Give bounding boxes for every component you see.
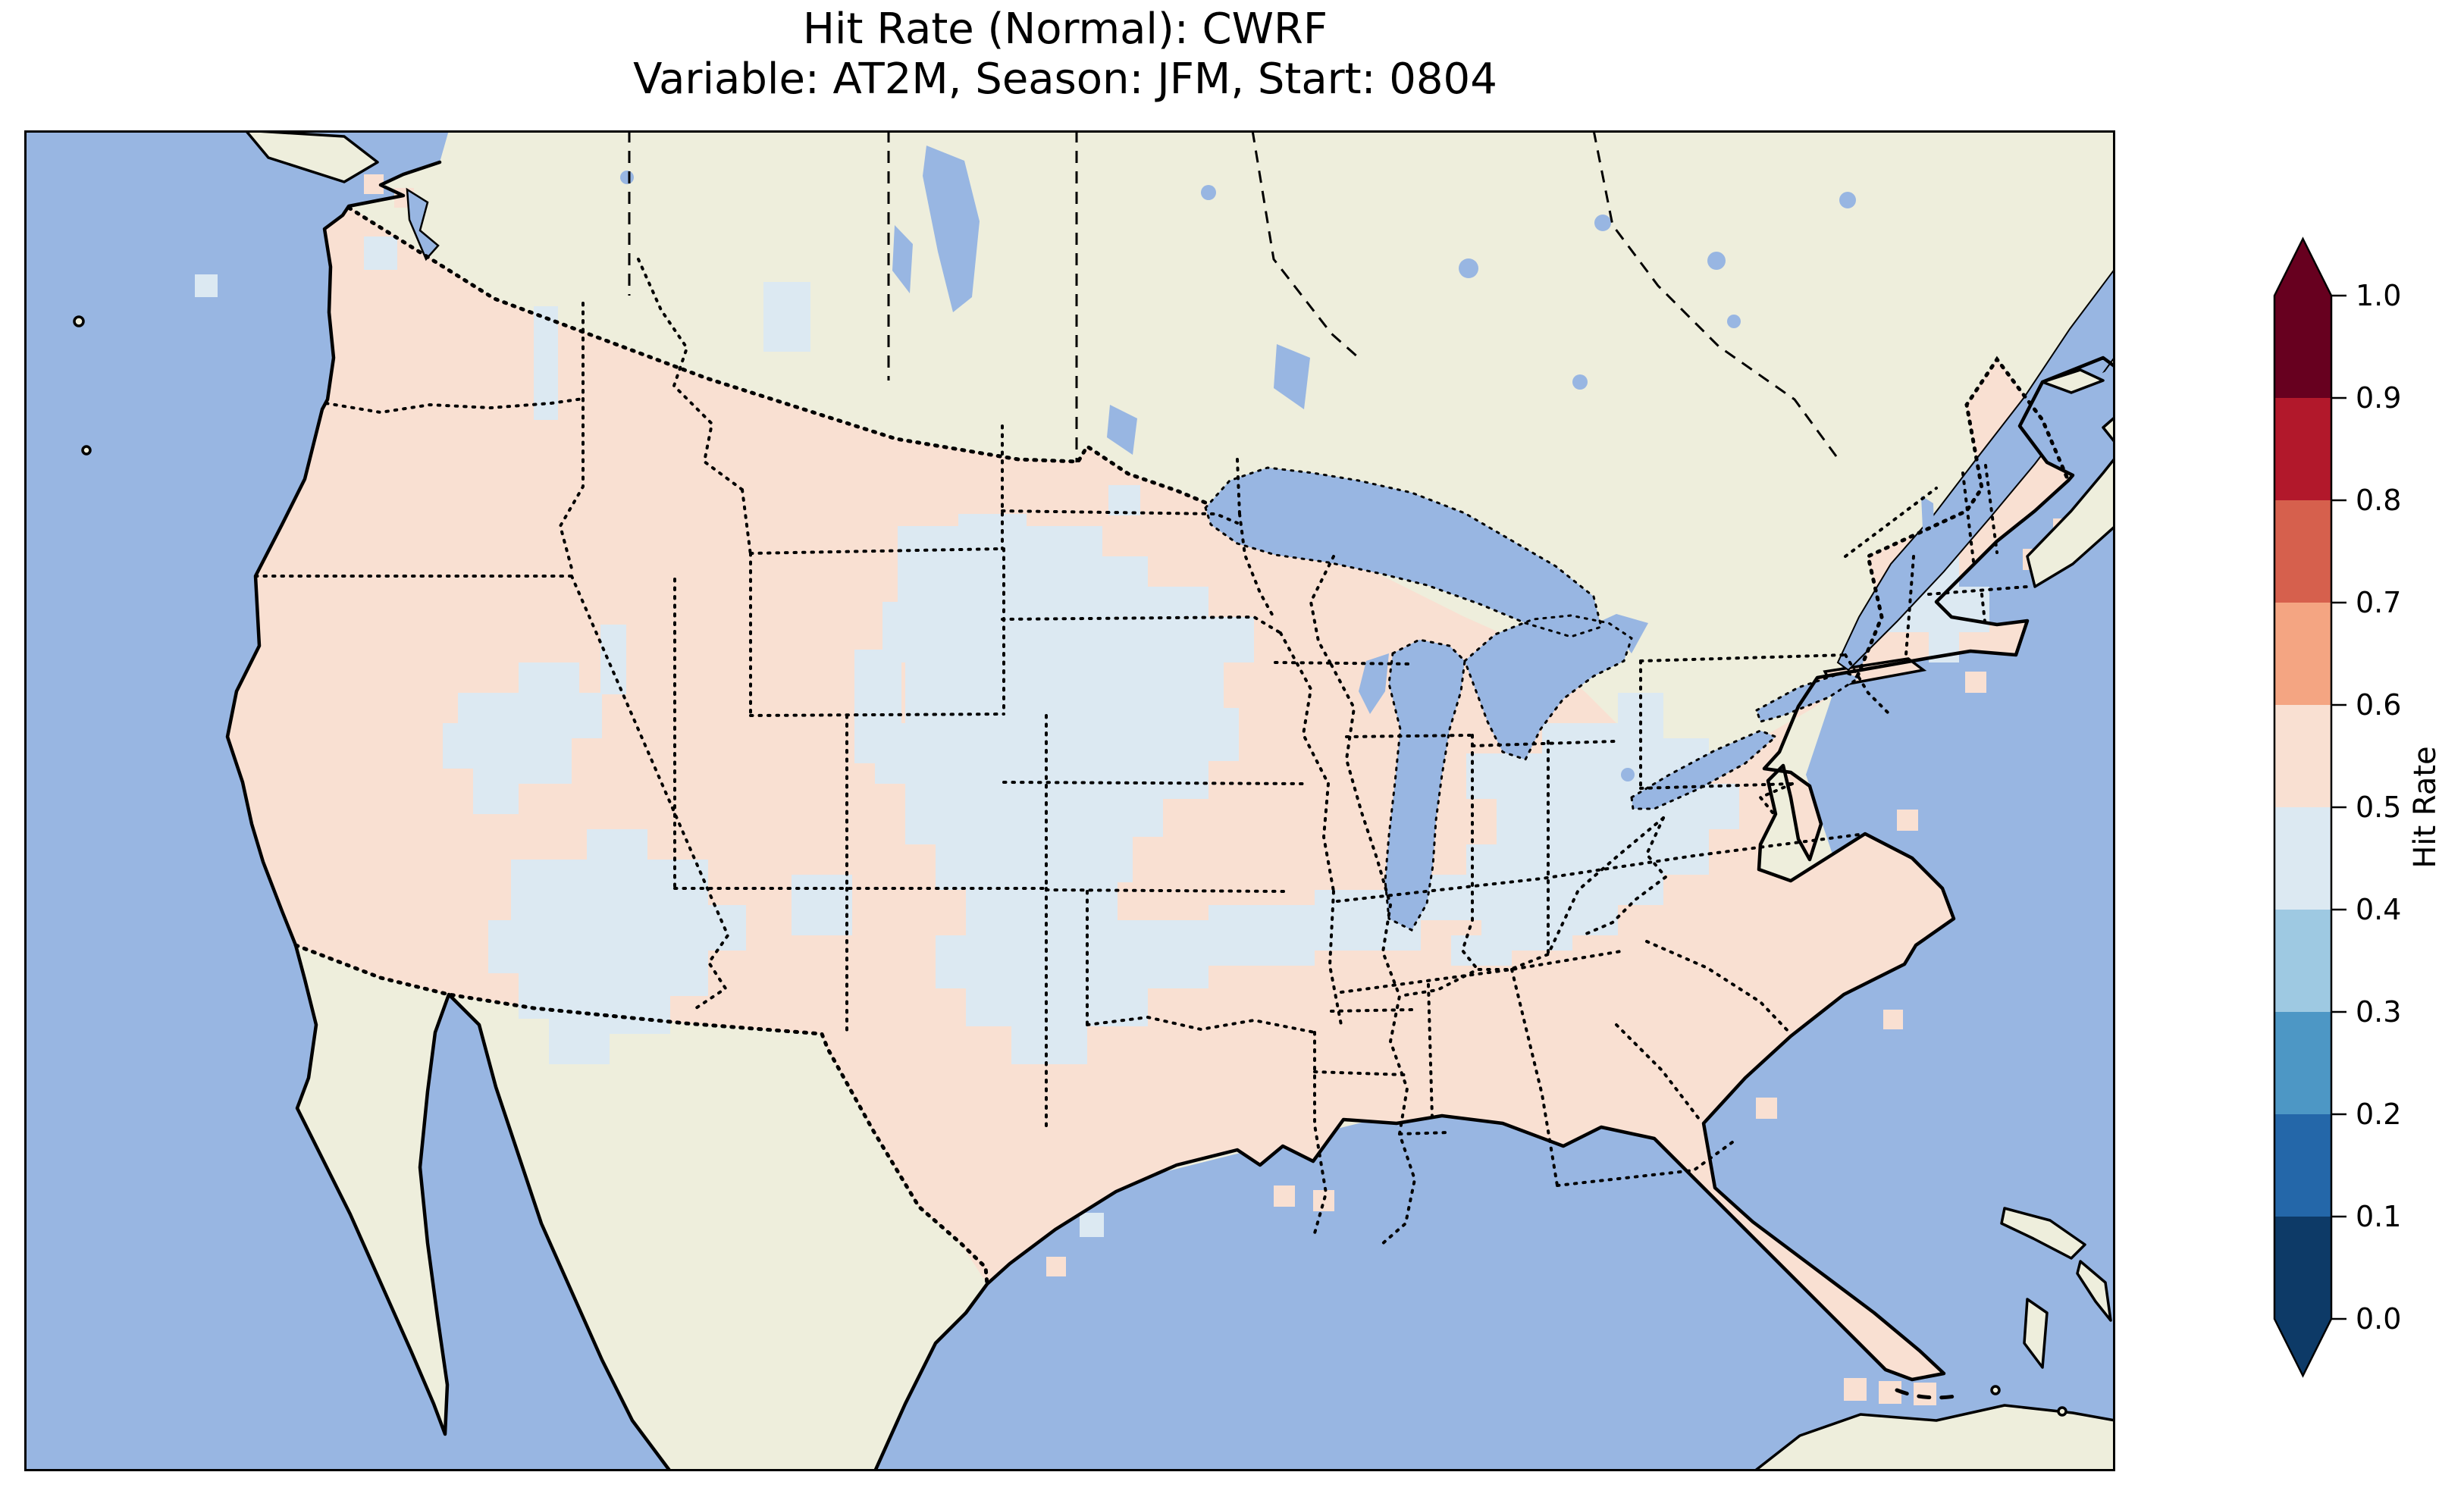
patch-nevada [443, 662, 602, 814]
cape-breton [2102, 415, 2115, 444]
colorbar-segment [2274, 500, 2331, 603]
us-mexico-border [293, 943, 989, 1286]
colorbar-tick-label: 0.1 [2356, 1200, 2401, 1233]
gulf-of-st-lawrence [2027, 367, 2115, 493]
patch-central-plains [875, 514, 1481, 1064]
lake-huron [1465, 614, 1648, 760]
cuba [1753, 1404, 2115, 1471]
colorbar-tick-label: 0.9 [2356, 381, 2401, 415]
lake-winnipeg [923, 146, 980, 312]
small-island [81, 445, 92, 456]
colorbar-tick-label: 0.5 [2356, 791, 2401, 824]
bahamas-andros [2023, 1298, 2049, 1369]
colorbar-tick-label: 0.8 [2356, 484, 2401, 517]
colorbar-tick-label: 0.7 [2356, 586, 2401, 619]
map-panel [24, 130, 2115, 1471]
colorbar: 1.0 0.9 0.8 0.7 0.6 0.5 0.4 0.3 0.2 0.1 0.0 Hit Ra… [2273, 236, 2443, 1378]
vancouver-island [244, 130, 379, 183]
green-bay [1359, 653, 1389, 714]
colorbar-segments [2274, 239, 2331, 1376]
colorbar-panel: 1.0 0.9 0.8 0.7 0.6 0.5 0.4 0.3 0.2 0.1 0.0 Hit Ra… [2244, 227, 2464, 1410]
us-canada-border [346, 205, 1209, 506]
colorbar-extend-min [2274, 1319, 2331, 1376]
conus-map [24, 130, 2115, 1471]
patch-montana-nd [763, 282, 810, 352]
patch-idaho-panhandle [534, 306, 558, 420]
colorbar-tick-label: 0.0 [2356, 1302, 2401, 1336]
patch-idaho-central [600, 625, 626, 694]
low-hit-rate-patches [195, 236, 1989, 1237]
florida-keys [1895, 1388, 1966, 1400]
state-borders [254, 258, 2029, 1246]
colorbar-segment [2274, 1114, 2331, 1217]
figure-subtitle: Variable: AT2M, Season: JFM, Start: 0804 [633, 55, 1497, 104]
figure-title: Hit Rate (Normal): CWRF [802, 5, 1328, 54]
lake-ontario [1757, 672, 1859, 722]
colorbar-segment [2274, 603, 2331, 706]
colorbar-tick-label: 0.3 [2356, 995, 2401, 1029]
patch-border-wa [195, 274, 218, 297]
national-borders [293, 205, 2071, 1286]
patch-west-virginia [1451, 693, 1739, 966]
patch-arizona-utah [488, 829, 746, 1064]
lake-of-the-woods [1107, 405, 1137, 455]
colorbar-segment [2274, 398, 2331, 501]
colorbar-tick-label: 1.0 [2356, 279, 2401, 312]
colorbar-segment [2274, 1012, 2331, 1115]
islands [73, 130, 2115, 1471]
small-cay [1990, 1385, 2001, 1395]
map-frame [24, 130, 2115, 1471]
colorbar-segment [2274, 807, 2331, 910]
colorbar-outline [2273, 236, 2333, 1378]
bahamas-eleuthera [2076, 1260, 2112, 1322]
province-borders [628, 130, 1838, 462]
colorbar-ticks: 1.0 0.9 0.8 0.7 0.6 0.5 0.4 0.3 0.2 0.1 0.0 [2331, 279, 2401, 1336]
patch-wyoming [854, 650, 901, 763]
colorbar-tick-label: 0.2 [2356, 1098, 2401, 1131]
patch-new-england [1883, 556, 1989, 662]
colorbar-segment [2274, 705, 2331, 808]
lake-erie [1632, 731, 1776, 809]
us-canada-border-east [1855, 355, 2071, 678]
puget-sound [406, 187, 440, 262]
coastlines [225, 160, 2115, 1471]
small-cay [2057, 1406, 2067, 1417]
patch-new-mexico [792, 875, 852, 935]
colorbar-tick-label: 0.4 [2356, 893, 2401, 926]
lake-manitoba [892, 225, 913, 293]
lake-michigan [1385, 640, 1465, 930]
patch-texas-coast [1080, 1213, 1104, 1237]
colorbar-extend-max [2274, 239, 2331, 296]
lake-st-clair [1621, 768, 1635, 781]
colorbar-segment [2274, 296, 2331, 399]
colorbar-segment [2274, 910, 2331, 1013]
figure-title-block: Hit Rate (Normal): CWRF Variable: AT2M, … [0, 5, 2130, 105]
prince-edward-island [2041, 368, 2105, 394]
colorbar-axis-label: Hit Rate [2408, 746, 2443, 868]
patch-sd-mn [1108, 485, 1140, 515]
nova-scotia [2026, 456, 2115, 588]
bahamas-abaco [2000, 1207, 2086, 1260]
colorbar-segment [2274, 1217, 2331, 1320]
colorbar-tick-label: 0.6 [2356, 688, 2401, 722]
lake-champlain [1921, 496, 1935, 555]
small-island [73, 315, 85, 327]
patch-border-wa2 [364, 236, 397, 270]
lake-nipigon [1274, 344, 1310, 409]
lake-superior [1205, 468, 1601, 637]
lake-shorelines [1204, 466, 1862, 932]
patch-michigan [1501, 849, 1531, 879]
